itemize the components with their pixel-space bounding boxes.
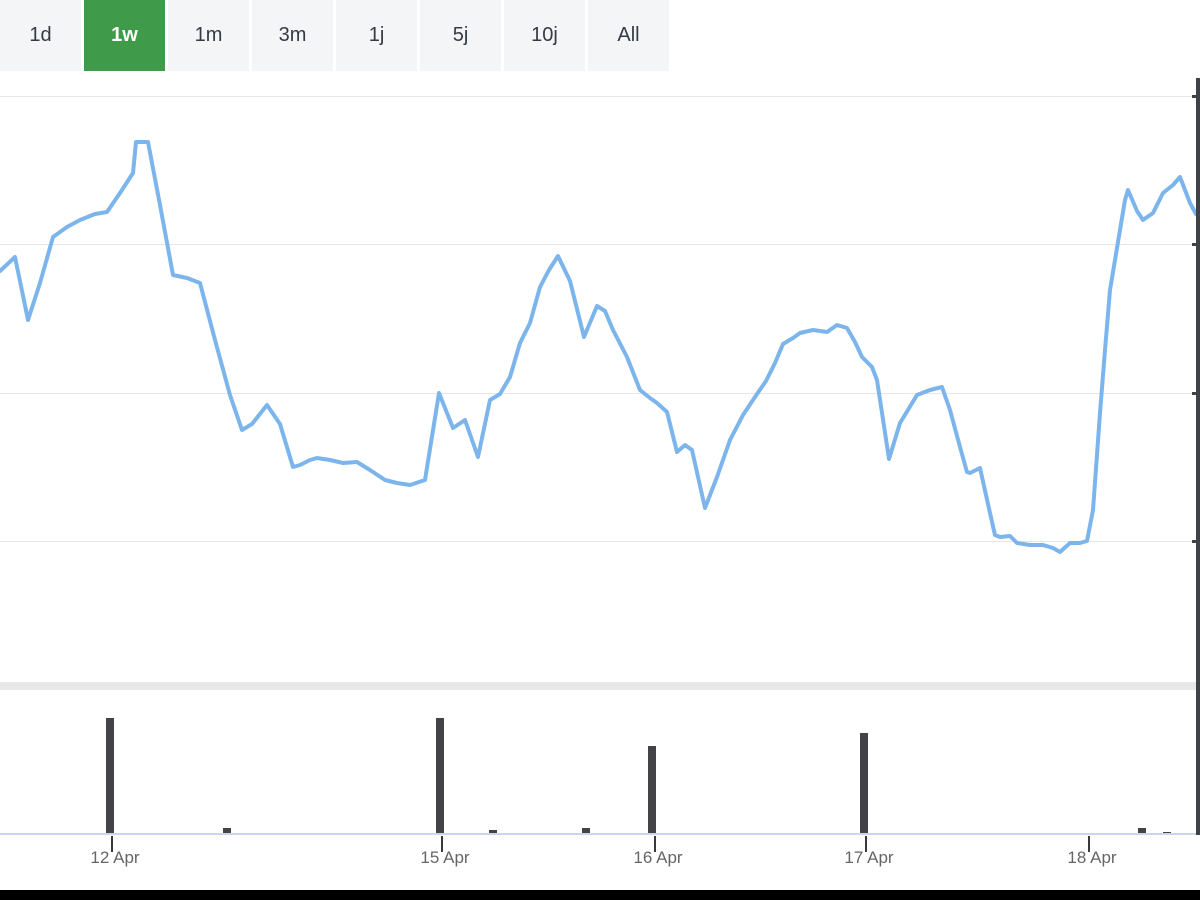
footer-bar	[0, 890, 1200, 900]
y-axis-tick	[1192, 540, 1200, 543]
volume-pane	[0, 690, 1200, 835]
x-axis-tick	[654, 836, 656, 852]
gridline	[0, 541, 1196, 542]
tab-1d[interactable]: 1d	[0, 0, 81, 71]
y-axis-tick	[1192, 392, 1200, 395]
volume-bar	[489, 830, 497, 835]
volume-bar	[106, 718, 114, 835]
y-axis-tick	[1192, 95, 1200, 98]
x-axis-tick	[1088, 836, 1090, 852]
tab-1m[interactable]: 1m	[168, 0, 249, 71]
tab-3m[interactable]: 3m	[252, 0, 333, 71]
volume-bar	[223, 828, 231, 835]
volume-bar	[582, 828, 590, 835]
tab-all[interactable]: All	[588, 0, 669, 71]
gridline	[0, 244, 1196, 245]
x-axis-line	[0, 833, 1200, 835]
volume-bar	[1138, 828, 1146, 835]
volume-bar	[436, 718, 444, 835]
x-axis-labels: 12 Apr 15 Apr 16 Apr 17 Apr 18 Apr	[0, 835, 1200, 890]
x-axis-tick	[111, 836, 113, 852]
pane-separator	[0, 682, 1200, 690]
tab-1j[interactable]: 1j	[336, 0, 417, 71]
tab-10j[interactable]: 10j	[504, 0, 585, 71]
gridline	[0, 96, 1196, 97]
volume-bar	[648, 746, 656, 835]
volume-bar	[860, 733, 868, 835]
x-axis-label: 16 Apr	[633, 848, 683, 867]
x-axis-label: 18 Apr	[1067, 848, 1117, 867]
y-axis-tick	[1192, 243, 1200, 246]
range-tabbar: 1d 1w 1m 3m 1j 5j 10j All	[0, 0, 669, 71]
price-pane	[0, 95, 1200, 682]
x-axis-label: 12 Apr	[90, 848, 140, 867]
x-axis-tick	[441, 836, 443, 852]
x-axis-label: 17 Apr	[844, 848, 894, 867]
x-axis-tick	[865, 836, 867, 852]
x-axis-label: 15 Apr	[420, 848, 470, 867]
right-edge-axis-border	[1192, 78, 1200, 835]
tab-5j[interactable]: 5j	[420, 0, 501, 71]
tab-1w[interactable]: 1w	[84, 0, 165, 71]
gridline	[0, 393, 1196, 394]
